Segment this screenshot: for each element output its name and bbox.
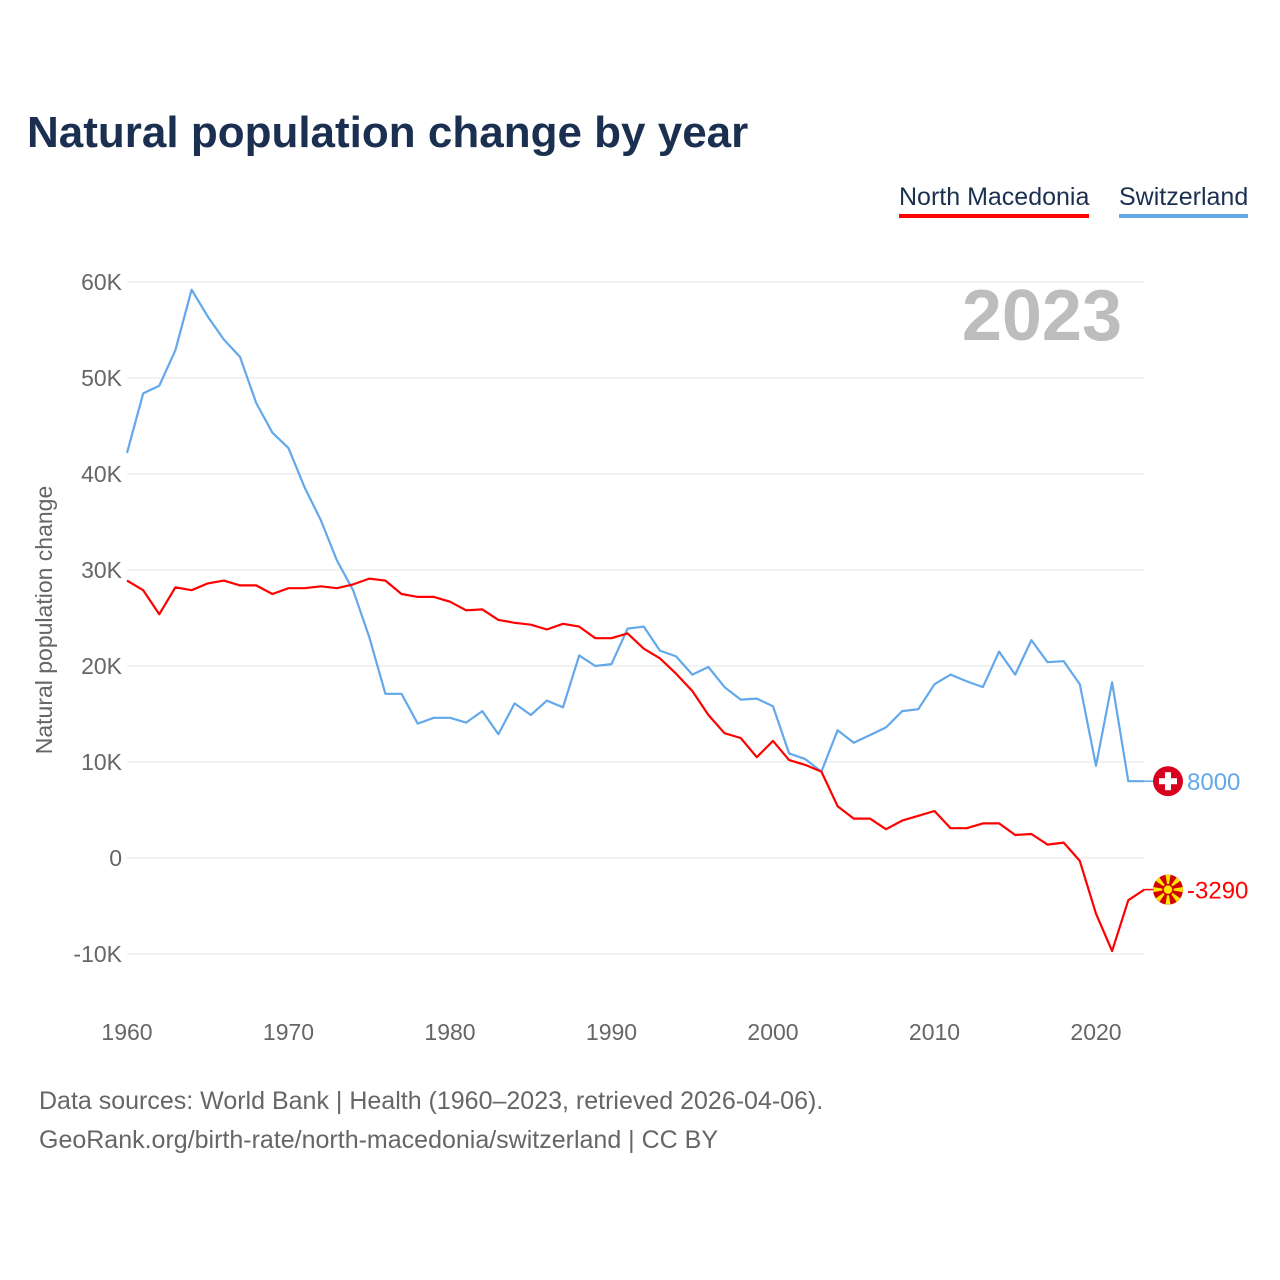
x-tick-label: 2010 xyxy=(909,1019,960,1045)
y-tick-label: 50K xyxy=(81,365,123,391)
attribution-link[interactable]: GeoRank.org/birth-rate/north-macedonia/s… xyxy=(39,1126,719,1154)
year-watermark: 2023 xyxy=(962,276,1122,356)
y-tick-label: 60K xyxy=(81,269,123,295)
flag-cross xyxy=(1159,778,1177,785)
x-tick-label: 2020 xyxy=(1070,1019,1121,1045)
y-tick-label: 30K xyxy=(81,557,123,583)
series-line-switzerland xyxy=(125,288,1145,783)
flag-ray xyxy=(1165,874,1171,890)
y-tick-label: 40K xyxy=(81,461,123,487)
flag-sun xyxy=(1162,883,1174,896)
data-source-text: Data sources: World Bank | Health (1960–… xyxy=(39,1087,824,1115)
x-tick-label: 1990 xyxy=(586,1019,637,1045)
end-value-label-switzerland: 8000 xyxy=(1187,769,1240,796)
y-tick-label: 10K xyxy=(81,749,123,775)
flag-ray xyxy=(1168,887,1183,893)
line-chart: -10K 0 10K 20K 30K 40K 50K 60K 1960 1970 1980 1990 2… xyxy=(31,269,1248,1045)
chart-title: Natural population change by year xyxy=(27,108,749,157)
y-tick-label: 0 xyxy=(109,845,122,871)
y-tick-label: -10K xyxy=(73,941,122,967)
end-value-label-north-macedonia: -3290 xyxy=(1187,878,1248,905)
y-tick-label: 20K xyxy=(81,653,123,679)
legend-north-macedonia[interactable]: North Macedonia xyxy=(899,183,1090,218)
legend-switzerland[interactable]: Switzerland xyxy=(1119,183,1249,218)
flag-ray xyxy=(1153,887,1168,893)
y-axis-label: Natural population change xyxy=(31,486,57,755)
x-tick-label: 1980 xyxy=(424,1019,475,1045)
series-line-north-macedonia xyxy=(126,577,1146,953)
flag-ray xyxy=(1165,889,1171,905)
x-tick-label: 1960 xyxy=(101,1019,152,1045)
x-tick-label: 2000 xyxy=(747,1019,798,1045)
x-tick-label: 1970 xyxy=(263,1019,314,1045)
